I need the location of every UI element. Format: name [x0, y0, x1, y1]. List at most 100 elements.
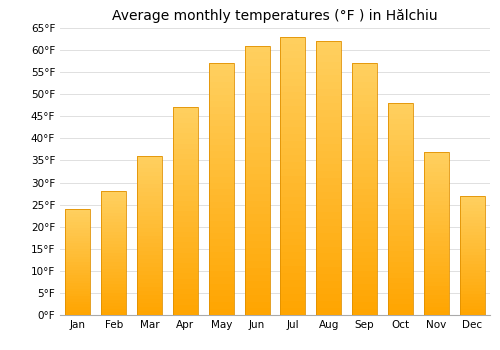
Bar	[137, 263, 162, 267]
Bar	[424, 241, 449, 246]
Bar	[208, 183, 234, 189]
Bar	[101, 244, 126, 247]
Bar	[316, 288, 342, 294]
Bar	[137, 180, 162, 184]
Bar	[280, 280, 305, 287]
Bar	[424, 266, 449, 270]
Bar	[388, 288, 413, 294]
Bar	[173, 242, 198, 247]
Bar	[460, 270, 484, 273]
Bar	[280, 252, 305, 259]
Bar	[280, 273, 305, 280]
Bar	[280, 218, 305, 225]
Bar	[352, 183, 377, 189]
Bar	[388, 294, 413, 299]
Bar	[101, 266, 126, 269]
Bar	[460, 261, 484, 264]
Bar	[244, 187, 270, 194]
Bar	[137, 232, 162, 236]
Bar	[66, 299, 90, 302]
Bar	[173, 232, 198, 237]
Bar	[208, 63, 234, 70]
Bar	[388, 267, 413, 273]
Bar	[244, 275, 270, 281]
Bar	[137, 244, 162, 247]
Bar	[388, 251, 413, 257]
Bar	[244, 72, 270, 79]
Bar	[388, 262, 413, 267]
Bar	[208, 277, 234, 284]
Bar	[173, 304, 198, 310]
Bar	[173, 300, 198, 304]
Bar	[173, 139, 198, 144]
Bar	[137, 224, 162, 228]
Bar	[388, 183, 413, 188]
Bar	[66, 233, 90, 236]
Bar	[66, 222, 90, 225]
Bar	[316, 103, 342, 110]
Bar	[66, 270, 90, 273]
Bar	[173, 289, 198, 294]
Bar	[316, 144, 342, 151]
Bar	[137, 200, 162, 204]
Bar	[460, 232, 484, 235]
Bar	[173, 118, 198, 123]
Bar	[101, 216, 126, 219]
Bar	[101, 210, 126, 213]
Bar	[244, 153, 270, 160]
Bar	[66, 294, 90, 296]
Bar	[244, 99, 270, 106]
Bar	[424, 152, 449, 315]
Bar	[460, 196, 484, 199]
Bar	[173, 144, 198, 149]
Bar	[388, 220, 413, 225]
Bar	[280, 37, 305, 44]
Bar	[173, 222, 198, 227]
Bar	[316, 240, 342, 246]
Bar	[460, 288, 484, 291]
Bar	[66, 273, 90, 275]
Bar	[66, 302, 90, 304]
Bar	[66, 288, 90, 291]
Bar	[424, 197, 449, 201]
Bar	[137, 291, 162, 295]
Bar	[101, 278, 126, 281]
Bar	[208, 76, 234, 82]
Bar	[424, 184, 449, 188]
Bar	[316, 55, 342, 62]
Bar	[352, 202, 377, 208]
Bar	[137, 164, 162, 168]
Bar	[316, 69, 342, 76]
Bar	[352, 70, 377, 76]
Bar	[208, 246, 234, 252]
Bar	[244, 268, 270, 275]
Bar	[352, 158, 377, 164]
Bar	[66, 246, 90, 249]
Bar	[316, 267, 342, 274]
Bar	[352, 126, 377, 133]
Bar	[66, 230, 90, 233]
Bar	[460, 276, 484, 279]
Bar	[280, 169, 305, 176]
Bar	[244, 126, 270, 133]
Bar	[173, 201, 198, 206]
Bar	[352, 63, 377, 70]
Bar	[244, 221, 270, 228]
Bar	[101, 272, 126, 275]
Bar	[352, 170, 377, 177]
Bar	[66, 281, 90, 283]
Bar	[388, 230, 413, 236]
Bar	[460, 199, 484, 202]
Bar	[424, 299, 449, 303]
Bar	[101, 191, 126, 315]
Bar	[101, 303, 126, 306]
Bar	[424, 176, 449, 180]
Title: Average monthly temperatures (°F ) in Hălchiu: Average monthly temperatures (°F ) in Hă…	[112, 9, 438, 23]
Bar	[244, 52, 270, 59]
Bar	[352, 252, 377, 258]
Bar	[424, 311, 449, 315]
Bar	[316, 219, 342, 226]
Bar	[244, 248, 270, 254]
Bar	[208, 214, 234, 220]
Bar	[66, 275, 90, 278]
